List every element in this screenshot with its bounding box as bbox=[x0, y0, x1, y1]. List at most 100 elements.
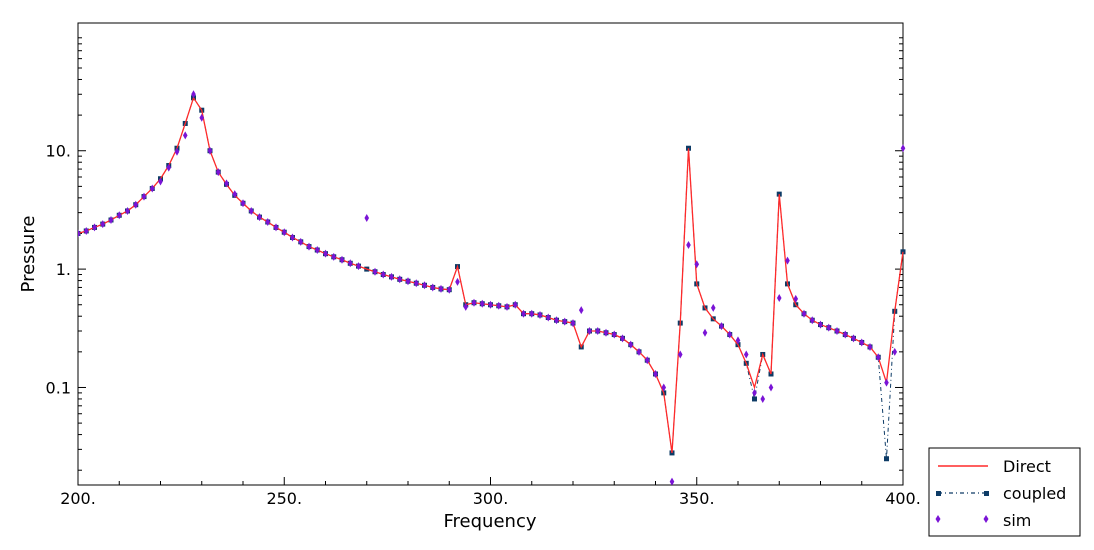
sim-point bbox=[611, 330, 617, 339]
sim-point bbox=[776, 294, 782, 303]
sim-point bbox=[290, 233, 295, 242]
sim-point bbox=[471, 298, 477, 307]
sim-point bbox=[702, 328, 708, 337]
x-axis-ticks: 200. 250. 300. 350. 400. bbox=[60, 477, 921, 508]
sim-point bbox=[174, 147, 180, 156]
sim-point bbox=[413, 279, 419, 288]
sim-point bbox=[339, 255, 345, 264]
coupled-point bbox=[752, 396, 757, 402]
sim-point bbox=[752, 388, 757, 397]
x-tick-label: 300. bbox=[473, 489, 509, 508]
legend: Direct coupled sim bbox=[928, 447, 1081, 537]
legend-marker-coupled-1 bbox=[936, 491, 941, 496]
sim-point bbox=[463, 302, 469, 311]
coupled-line bbox=[78, 96, 904, 459]
sim-point bbox=[677, 350, 683, 359]
sim-point bbox=[842, 330, 848, 339]
sim-point bbox=[644, 356, 650, 365]
sim-point bbox=[323, 249, 328, 258]
sim-point bbox=[405, 277, 411, 286]
sim-point bbox=[430, 283, 436, 292]
sim-point bbox=[686, 240, 691, 249]
legend-label-direct: Direct bbox=[1003, 457, 1051, 476]
sim-point bbox=[298, 237, 304, 246]
sim-point bbox=[248, 206, 254, 215]
sim-point bbox=[661, 383, 667, 392]
sim-point bbox=[141, 192, 147, 201]
x-tick-label: 200. bbox=[60, 489, 96, 508]
sim-point bbox=[636, 347, 642, 356]
direct-line bbox=[78, 96, 904, 454]
sim-point bbox=[578, 306, 584, 315]
x-axis-label: Frequency bbox=[444, 511, 537, 532]
sim-point bbox=[859, 338, 865, 347]
sim-point bbox=[397, 275, 403, 284]
sim-point bbox=[224, 179, 229, 188]
sim-point bbox=[809, 316, 815, 325]
sim-point bbox=[875, 353, 881, 362]
sim-point bbox=[100, 220, 106, 229]
sim-point bbox=[182, 131, 188, 140]
x-tick-label: 350. bbox=[679, 489, 715, 508]
sim-point bbox=[232, 190, 238, 199]
sim-point bbox=[710, 303, 716, 312]
sim-point bbox=[826, 323, 832, 332]
sim-point bbox=[545, 313, 551, 322]
sim-point bbox=[818, 320, 823, 329]
sim-point bbox=[603, 328, 609, 337]
x-tick-label: 400. bbox=[885, 489, 921, 508]
y-tick-label: 0.1 bbox=[46, 378, 71, 397]
sim-point bbox=[380, 270, 386, 279]
y-axis-label: Pressure bbox=[18, 216, 39, 293]
series-direct bbox=[78, 96, 904, 454]
sim-point bbox=[446, 285, 452, 294]
sim-point bbox=[265, 218, 271, 227]
series-layer bbox=[78, 90, 906, 485]
sim-point bbox=[479, 299, 485, 308]
legend-marker-sim-1 bbox=[935, 515, 941, 523]
sim-point bbox=[438, 284, 444, 293]
y-tick-label: 10. bbox=[46, 142, 71, 161]
sim-point bbox=[92, 223, 97, 232]
sim-point bbox=[653, 369, 658, 378]
sim-point bbox=[356, 262, 361, 271]
sim-point bbox=[240, 199, 246, 208]
sim-point bbox=[521, 309, 526, 318]
sim-point bbox=[281, 228, 287, 237]
sim-point bbox=[620, 334, 625, 343]
sim-point bbox=[570, 319, 576, 328]
sim-point bbox=[587, 327, 592, 335]
sim-point bbox=[743, 350, 749, 359]
sim-point bbox=[158, 177, 163, 186]
legend-label-sim: sim bbox=[1003, 511, 1031, 530]
sim-point bbox=[719, 322, 724, 331]
sim-point bbox=[512, 300, 518, 309]
sim-point bbox=[488, 300, 493, 309]
sim-point bbox=[78, 229, 81, 238]
sim-point bbox=[331, 252, 337, 261]
sim-point bbox=[834, 327, 840, 335]
sim-point bbox=[867, 342, 873, 351]
sim-point bbox=[496, 301, 502, 310]
sim-point bbox=[314, 246, 320, 255]
sim-point bbox=[504, 302, 510, 311]
sim-point bbox=[760, 394, 766, 403]
sim-point bbox=[273, 223, 279, 232]
sim-point bbox=[149, 184, 155, 193]
sim-point bbox=[900, 144, 906, 153]
sim-point bbox=[364, 214, 370, 223]
sim-point bbox=[595, 327, 601, 335]
sim-point bbox=[768, 383, 774, 392]
sim-point bbox=[892, 347, 898, 356]
sim-point bbox=[537, 310, 543, 319]
legend-marker-coupled-2 bbox=[984, 491, 989, 496]
sim-point bbox=[306, 242, 312, 251]
legend-label-coupled: coupled bbox=[1003, 484, 1066, 503]
sim-point bbox=[207, 146, 213, 155]
sim-point bbox=[116, 211, 122, 220]
sim-point bbox=[125, 206, 130, 215]
series-coupled bbox=[78, 95, 906, 462]
legend-box bbox=[928, 447, 1081, 537]
x-tick-label: 250. bbox=[266, 489, 302, 508]
